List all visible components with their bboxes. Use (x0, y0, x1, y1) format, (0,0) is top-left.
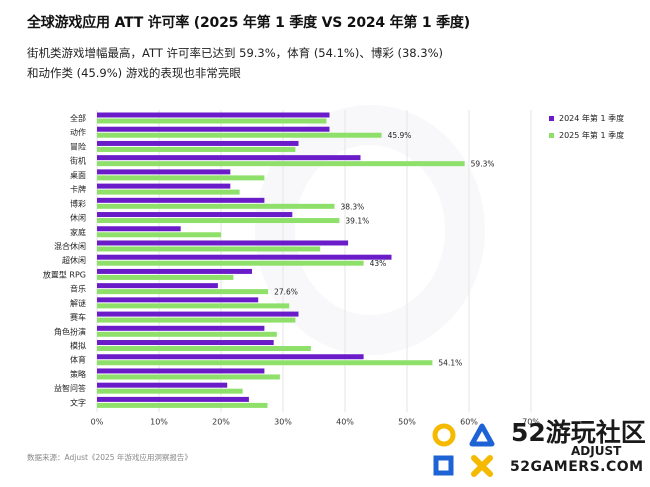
category-label: 家庭 (70, 227, 86, 237)
legend-swatch-2024 (549, 116, 554, 121)
bar-2024 (97, 268, 252, 274)
bar-2024 (97, 126, 330, 132)
bar-2024 (97, 311, 299, 317)
bar-2024 (97, 297, 259, 303)
x-tick-label: 20% (212, 417, 230, 426)
category-label: 卡牌 (70, 184, 86, 194)
bar-2024 (97, 197, 265, 203)
chart-subtitle: 街机类游戏增幅最高，ATT 许可率已达到 59.3%，体育 (54.1%)、博彩… (27, 46, 443, 80)
legend-item-2024: 2024 年第 1 季度 (549, 110, 624, 127)
bar-2025 (97, 303, 290, 309)
data-label: 45.9% (388, 131, 412, 140)
data-label: 59.3% (471, 160, 495, 169)
site-logo-icon (432, 423, 495, 477)
bar-2024 (97, 368, 265, 374)
bar-2024 (97, 254, 392, 260)
bar-2024 (97, 155, 361, 161)
legend-label-2024: 2024 年第 1 季度 (559, 114, 625, 123)
bar-2025 (97, 132, 382, 138)
legend-label-2025: 2025 年第 1 季度 (559, 131, 625, 140)
bar-2025 (97, 346, 311, 352)
legend-item-2025: 2025 年第 1 季度 (549, 127, 624, 144)
bar-2024 (97, 169, 231, 175)
category-label: 混合休闲 (54, 241, 86, 251)
category-label: 音乐 (70, 284, 86, 294)
category-label: 全部 (70, 113, 86, 123)
site-logo-text: 52游玩社区 (511, 418, 646, 447)
bar-2024 (97, 325, 265, 331)
bar-2025 (97, 232, 221, 238)
bar-2025 (97, 388, 243, 394)
bar-2025 (97, 161, 465, 167)
adjust-brand-text: ADJUST (571, 444, 622, 458)
bar-2025 (97, 374, 280, 380)
bar-2025 (97, 246, 321, 252)
bar-2024 (97, 340, 274, 346)
category-label: 策略 (70, 369, 86, 379)
category-label: 动作 (70, 127, 86, 137)
legend: 2024 年第 1 季度 2025 年第 1 季度 (549, 110, 624, 144)
site-logo-url: 52GAMERS.COM (510, 459, 644, 475)
data-label: 38.3% (340, 202, 364, 211)
bar-2024 (97, 283, 218, 289)
bar-2024 (97, 354, 364, 360)
category-label: 角色扮演 (54, 326, 86, 336)
bar-2025 (97, 274, 234, 280)
bar-2024 (97, 212, 293, 218)
data-label: 54.1% (438, 359, 462, 368)
x-tick-label: 0% (91, 417, 104, 426)
bar-2024 (97, 140, 299, 146)
x-tick-label: 50% (398, 417, 416, 426)
category-label: 超休闲 (62, 255, 86, 265)
bar-2024 (97, 240, 349, 246)
bar-2025 (97, 331, 277, 337)
bar-2024 (97, 382, 228, 388)
x-tick-label: 60% (460, 417, 478, 426)
category-label: 模拟 (70, 341, 86, 351)
x-tick-label: 30% (274, 417, 292, 426)
x-tick-label: 10% (150, 417, 168, 426)
category-label: 休闲 (70, 213, 86, 223)
bar-2025 (97, 146, 296, 152)
bar-2025 (97, 175, 265, 181)
bar-2025 (97, 360, 433, 366)
data-label: 43% (370, 259, 387, 268)
bar-2025 (97, 260, 364, 266)
category-label: 博彩 (70, 198, 86, 208)
data-label: 39.1% (345, 217, 369, 226)
x-tick-label: 40% (336, 417, 354, 426)
category-label: 放置型 RPG (43, 269, 86, 279)
bar-2025 (97, 317, 296, 323)
category-label: 文字 (70, 397, 86, 407)
bar-2024 (97, 112, 330, 118)
bar-2025 (97, 402, 268, 408)
category-label: 益智问答 (54, 383, 86, 393)
category-label: 冒险 (70, 141, 86, 151)
category-label: 桌面 (70, 170, 86, 180)
bar-2025 (97, 118, 327, 124)
category-label: 体育 (70, 355, 86, 365)
bar-2024 (97, 226, 181, 232)
bar-2025 (97, 189, 240, 195)
category-label: 解谜 (70, 298, 86, 308)
bar-2025 (97, 289, 269, 295)
data-label: 27.6% (274, 288, 298, 297)
bar-2024 (97, 183, 231, 189)
bar-2025 (97, 218, 340, 224)
legend-swatch-2025 (549, 133, 554, 138)
bar-2024 (97, 396, 249, 402)
category-label: 街机 (70, 156, 86, 166)
x-tick-label: 70% (522, 417, 540, 426)
bar-2025 (97, 203, 335, 209)
chart-title: 全球游戏应用 ATT 许可率 (2025 年第 1 季度 VS 2024 年第 … (27, 15, 470, 31)
category-label: 赛车 (70, 312, 86, 322)
data-source-note: 数据来源：Adjust《2025 年游戏应用洞察报告》 (27, 453, 192, 462)
